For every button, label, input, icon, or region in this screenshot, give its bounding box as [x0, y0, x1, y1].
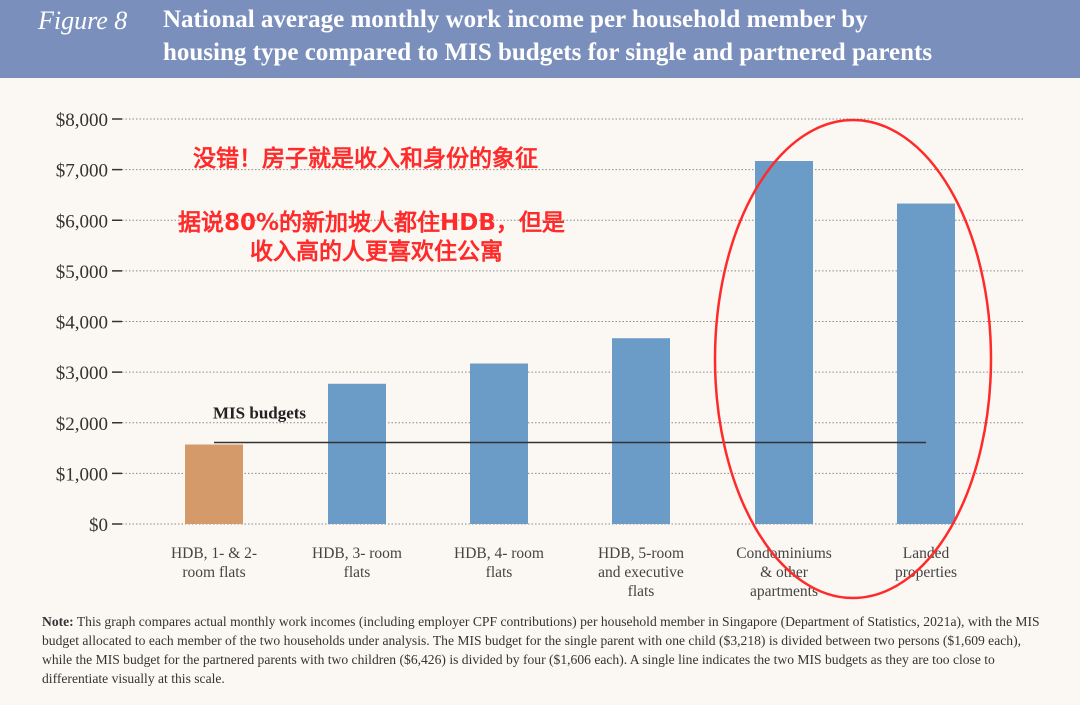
- x-tick-label: flats: [486, 564, 513, 581]
- y-tick-label: $5,000: [56, 262, 108, 283]
- x-tick-label: flats: [628, 583, 655, 600]
- highlight-ellipse: [713, 118, 993, 600]
- note-label: Note:: [42, 614, 74, 629]
- y-axis-ticks: $0 $1,000 $2,000 $3,000 $4,000 $5,000 $6,000 $7…: [56, 110, 108, 536]
- figure-title: National average monthly work income per…: [163, 3, 1063, 69]
- x-tick-label: properties: [895, 564, 957, 581]
- figure-title-line-1: National average monthly work income per…: [163, 6, 868, 33]
- y-tick-label: $7,000: [56, 161, 108, 182]
- annotation-line-3: 收入高的人更喜欢住公寓: [250, 238, 503, 265]
- x-tick-label: HDB, 5-room: [598, 545, 684, 562]
- annotation-group: 没错！房子就是收入和身份的象征 据说80%的新加坡人都住HDB，但是 收入高的人…: [178, 145, 565, 265]
- note-text: This graph compares actual monthly work …: [42, 614, 1040, 686]
- y-tick-label: $8,000: [56, 110, 108, 131]
- bar: [328, 383, 386, 524]
- bar: [185, 444, 243, 524]
- annotation-line-2: 据说80%的新加坡人都住HDB，但是: [178, 209, 565, 236]
- x-tick-label: HDB, 3- room: [312, 545, 402, 562]
- figure-header: Figure 8 National average monthly work i…: [0, 0, 1080, 78]
- bar: [755, 161, 813, 525]
- x-tick-label: flats: [344, 564, 371, 581]
- grid-lines: [112, 118, 1025, 525]
- figure-title-line-2: housing type compared to MIS budgets for…: [163, 39, 933, 66]
- mis-budget-label: MIS budgets: [213, 404, 306, 423]
- x-tick-label: apartments: [750, 583, 818, 600]
- y-tick-label: $2,000: [56, 414, 108, 435]
- x-tick-label: room flats: [182, 564, 245, 581]
- x-tick-label: HDB, 1- & 2-: [171, 545, 257, 562]
- bars: [185, 161, 955, 525]
- figure-label: Figure 8: [38, 6, 128, 35]
- y-tick-label: $0: [89, 515, 108, 536]
- bar-chart: $0 $1,000 $2,000 $3,000 $4,000 $5,000 $6,000 $7…: [56, 110, 1025, 600]
- x-axis-labels: HDB, 1- & 2- room flats HDB, 3- room flats H…: [171, 545, 957, 600]
- x-tick-label: HDB, 4- room: [454, 545, 544, 562]
- bar: [897, 203, 955, 524]
- chart-note: Note: This graph compares actual monthly…: [42, 612, 1052, 688]
- bar: [470, 363, 528, 524]
- y-tick-label: $3,000: [56, 363, 108, 384]
- y-tick-label: $4,000: [56, 313, 108, 334]
- annotation-line-1: 没错！房子就是收入和身份的象征: [193, 145, 538, 172]
- x-tick-label: Condominiums: [736, 545, 832, 562]
- x-tick-label: Landed: [903, 545, 950, 562]
- bar: [612, 338, 670, 524]
- y-tick-label: $1,000: [56, 464, 108, 485]
- x-tick-label: and executive: [598, 564, 684, 581]
- y-tick-label: $6,000: [56, 211, 108, 232]
